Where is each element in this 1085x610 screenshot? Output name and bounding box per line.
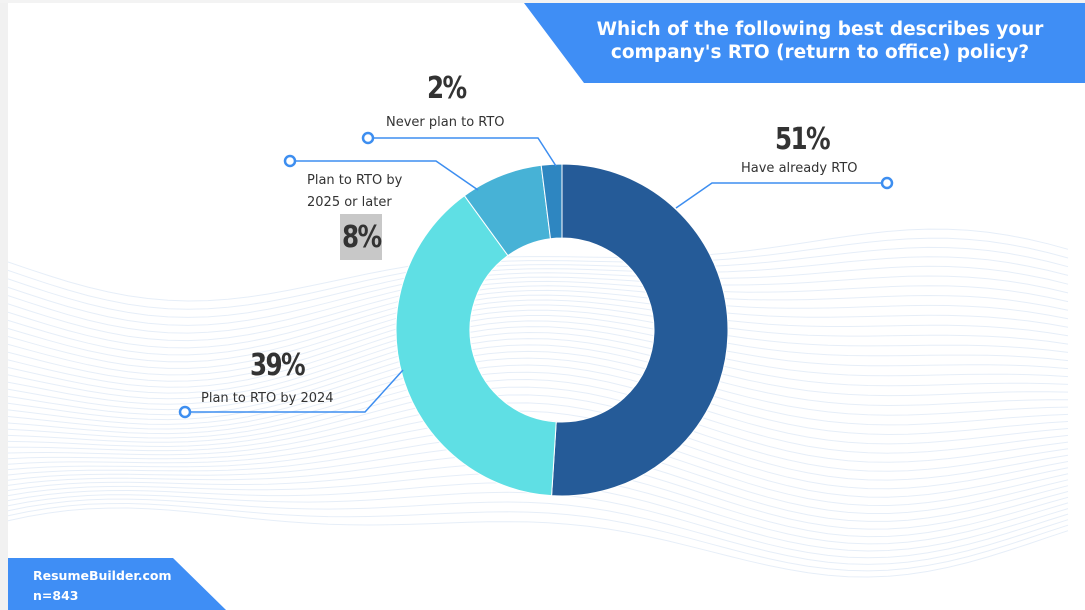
wave-line bbox=[8, 289, 1069, 363]
wave-line bbox=[8, 304, 1069, 382]
category-label-never: Never plan to RTO bbox=[386, 115, 505, 130]
wave-line bbox=[8, 228, 1069, 302]
wave-background bbox=[8, 228, 1069, 578]
wave-line bbox=[8, 294, 1069, 369]
category-label-2025-line2: 2025 or later bbox=[307, 195, 392, 210]
sample-size: n=843 bbox=[33, 588, 79, 603]
leader-line-2024 bbox=[185, 369, 404, 413]
wave-line bbox=[8, 402, 1069, 481]
category-label-2024: Plan to RTO by 2024 bbox=[201, 391, 334, 406]
wave-line bbox=[8, 309, 1069, 388]
chart-title: Which of the following best describes yo… bbox=[596, 19, 1044, 63]
wave-line bbox=[8, 371, 1069, 445]
value-label-2025: 8% bbox=[342, 220, 382, 255]
wave-line bbox=[8, 285, 1069, 356]
donut-slice-0 bbox=[551, 163, 729, 497]
wave-line bbox=[8, 357, 1069, 430]
category-label-2025-line1: Plan to RTO by bbox=[307, 173, 403, 188]
top-edge bbox=[0, 0, 1085, 3]
value-label-2024: 39% bbox=[250, 348, 306, 383]
wave-line bbox=[8, 386, 1069, 463]
source-label: ResumeBuilder.com bbox=[33, 568, 172, 583]
value-highlight-2025 bbox=[340, 214, 382, 260]
donut-slice-1 bbox=[395, 195, 557, 497]
title-banner bbox=[524, 3, 1085, 83]
left-edge bbox=[0, 0, 8, 610]
wave-line bbox=[8, 394, 1069, 472]
wave-line bbox=[8, 502, 1069, 572]
category-label-have-already: Have already RTO bbox=[741, 161, 858, 176]
wave-line bbox=[8, 498, 1069, 565]
wave-line bbox=[8, 256, 1069, 326]
wave-line bbox=[8, 299, 1069, 376]
donut-slice-3 bbox=[540, 163, 563, 240]
value-label-have-already: 51% bbox=[775, 122, 831, 157]
leader-line-never bbox=[368, 137, 557, 167]
leader-line-have-already bbox=[675, 182, 887, 209]
leader-dot-2024 bbox=[178, 405, 192, 419]
wave-line bbox=[8, 350, 1069, 425]
footer: ResumeBuilder.com n=843 bbox=[33, 566, 172, 606]
wave-line bbox=[8, 507, 1069, 578]
wave-line bbox=[8, 410, 1069, 490]
wave-line bbox=[8, 344, 1068, 421]
wave-line bbox=[8, 364, 1069, 436]
wave-line bbox=[8, 378, 1069, 454]
value-label-never: 2% bbox=[427, 71, 467, 106]
leader-dot-never bbox=[361, 131, 375, 145]
wave-line bbox=[8, 246, 1069, 318]
wave-line bbox=[8, 265, 1069, 334]
wave-line bbox=[8, 275, 1069, 342]
leader-line-2025 bbox=[290, 160, 479, 191]
category-label-2025: Plan to RTO by 2025 or later bbox=[307, 170, 402, 214]
wave-line bbox=[8, 237, 1069, 310]
wave-line bbox=[8, 320, 1069, 400]
leader-dot-have-already bbox=[880, 176, 894, 190]
wave-line bbox=[8, 326, 1069, 405]
wave-line bbox=[8, 315, 1069, 394]
wave-line bbox=[8, 280, 1069, 349]
leader-dot-2025 bbox=[283, 154, 297, 168]
